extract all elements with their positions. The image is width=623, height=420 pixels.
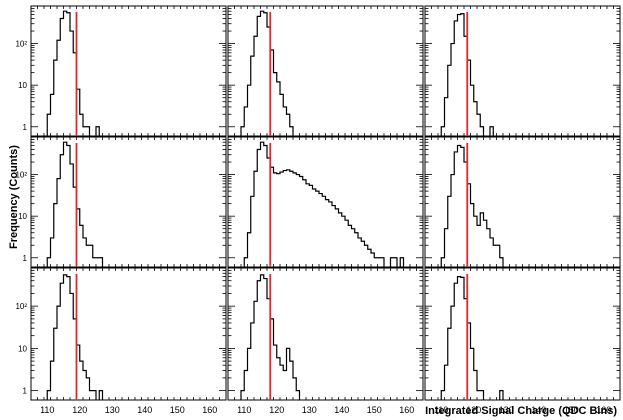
x-tick-label: 140 (531, 405, 546, 415)
panel-frame (30, 267, 227, 401)
histogram-series (46, 274, 104, 400)
y-axis-label: Frequency (Counts) (8, 145, 20, 249)
x-tick-label: 110 (237, 405, 251, 415)
x-tick-label: 160 (399, 405, 414, 415)
panel-frame (30, 5, 227, 137)
histogram-series (46, 10, 100, 136)
x-tick-label: 120 (269, 405, 284, 415)
histogram-series (240, 10, 294, 136)
histogram-series (46, 141, 104, 267)
x-tick-label: 130 (499, 405, 514, 415)
x-tick-label: 150 (170, 405, 185, 415)
x-tick-label: 110 (434, 405, 448, 415)
panel-frame (227, 5, 424, 137)
y-tick-label: 1 (23, 123, 28, 132)
histogram-series (440, 13, 494, 136)
x-tick-label: 130 (302, 405, 317, 415)
x-tick-label: 150 (564, 405, 579, 415)
histogram-series (440, 276, 504, 400)
x-tick-label: 120 (466, 405, 481, 415)
y-tick-label: 1 (23, 254, 28, 263)
y-tick-label: 10 (18, 212, 27, 221)
panel-frame (424, 136, 621, 268)
y-tick-label: 10² (15, 40, 27, 49)
y-tick-label: 1 (23, 387, 28, 396)
panel-frame (424, 267, 621, 401)
y-tick-label: 10² (15, 302, 27, 311)
y-tick-label: 10 (18, 344, 27, 353)
panel-frame (227, 267, 424, 401)
x-tick-label: 160 (202, 405, 217, 415)
x-tick-label: 110 (40, 405, 54, 415)
x-tick-label: 140 (334, 405, 349, 415)
y-tick-label: 10² (15, 171, 27, 180)
x-tick-label: 130 (105, 405, 120, 415)
panel-frame (227, 136, 424, 268)
x-tick-label: 120 (72, 405, 87, 415)
x-tick-label: 140 (137, 405, 152, 415)
y-tick-label: 10 (18, 81, 27, 90)
x-axis-label: Integrated Signal Charge (QDC Bins) (425, 405, 617, 417)
x-tick-label: 160 (596, 405, 611, 415)
histogram-series (440, 144, 504, 267)
x-tick-label: 150 (367, 405, 382, 415)
histogram-series (243, 141, 405, 267)
